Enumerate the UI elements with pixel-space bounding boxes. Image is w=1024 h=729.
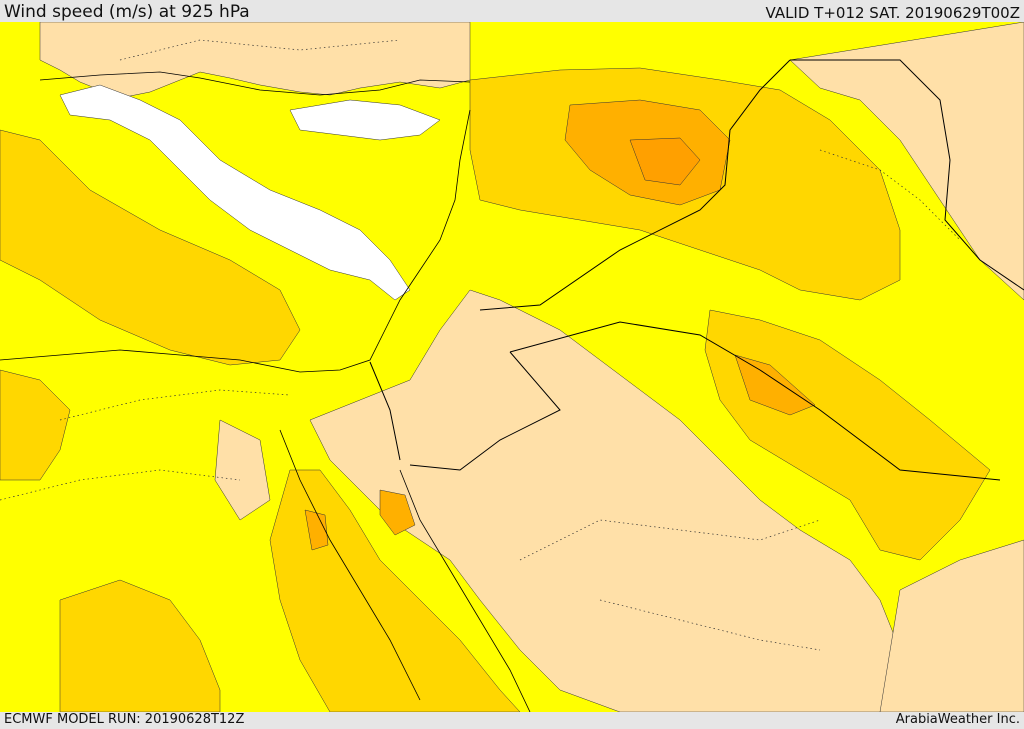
map-canvas bbox=[0, 22, 1024, 712]
wind-band-low-arabia bbox=[309, 289, 901, 712]
wind-band-moderate-med bbox=[0, 129, 301, 366]
wind-speed-map[interactable] bbox=[0, 22, 1024, 712]
border-jordan-saudi bbox=[409, 351, 561, 471]
border-egypt-israel bbox=[369, 361, 401, 461]
coastline-redsea bbox=[399, 469, 531, 712]
wind-band-low-iran bbox=[789, 22, 1024, 301]
wind-band-low-gulf bbox=[879, 539, 1024, 712]
wind-band-moderate-egypt bbox=[0, 369, 71, 481]
credit-text: ArabiaWeather Inc. bbox=[895, 712, 1020, 727]
coastline-gulf-suez bbox=[279, 429, 421, 701]
calm-sea-aegean bbox=[59, 84, 411, 301]
map-title: Wind speed (m/s) at 925 hPa bbox=[4, 2, 250, 22]
wind-band-high-redsea bbox=[379, 489, 416, 536]
border-syria-iraq bbox=[479, 59, 791, 311]
wind-band-moderate-sw bbox=[59, 579, 221, 712]
wind-band-high-gulf-suez bbox=[304, 509, 329, 551]
calm-sea-cyprus bbox=[289, 99, 441, 141]
border-iraq-saudi bbox=[509, 321, 1001, 481]
footer-bar: ECMWF MODEL RUN: 20190628T12Z ArabiaWeat… bbox=[0, 712, 1024, 729]
wind-band-low-turkey bbox=[39, 22, 471, 99]
admin-borders bbox=[0, 39, 961, 651]
coastline-med bbox=[0, 109, 471, 373]
coastline-turkey bbox=[39, 71, 471, 96]
header-bar: Wind speed (m/s) at 925 hPa VALID T+012 … bbox=[0, 0, 1024, 22]
wind-band-moderate-redsea bbox=[269, 469, 521, 712]
model-run: ECMWF MODEL RUN: 20190628T12Z bbox=[4, 712, 245, 727]
wind-band-peak-iraq bbox=[629, 137, 701, 186]
valid-time: VALID T+012 SAT. 20190629T00Z bbox=[765, 4, 1020, 22]
wind-band-high-kuwait bbox=[734, 354, 816, 416]
wind-band-low-sinai bbox=[214, 419, 271, 521]
border-iran-iraq bbox=[790, 59, 1024, 291]
